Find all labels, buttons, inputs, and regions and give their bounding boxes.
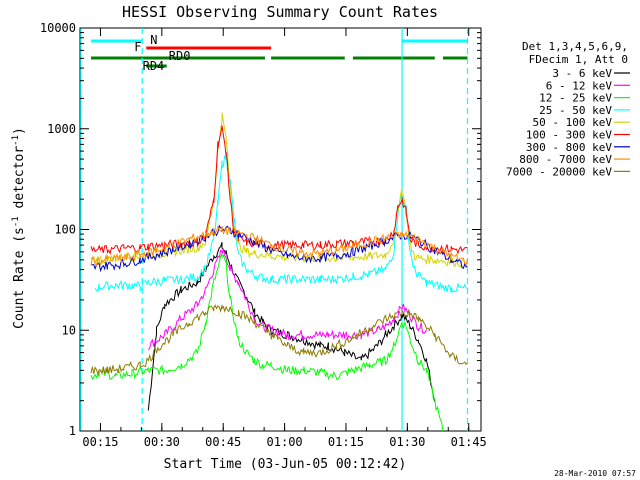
series-line [147,248,428,351]
x-tick-label: 01:15 [328,435,364,449]
legend-entry-label: 25 - 50 keV [539,104,612,117]
y-tick-label: 10000 [40,21,76,35]
legend-entry-label: 6 - 12 keV [546,79,613,92]
legend-header-line-2: FDecim 1, Att 0 [529,53,628,66]
x-axis-label: Start Time (03-Jun-05 00:12:42) [164,457,407,472]
y-tick-label: 1 [69,424,76,438]
x-axis: 00:15 00:30 00:45 01:00 01:15 01:30 01:45 [82,28,487,449]
y-axis-label: Count Rate (s-1 detector-1) [11,127,27,329]
x-tick-label: 00:30 [144,435,180,449]
state-bar-label: F [134,40,141,54]
y-tick-label: 100 [54,223,76,237]
legend-entry-label: 12 - 25 keV [539,92,612,105]
series-lines [90,112,468,432]
series-line [147,242,436,411]
series-line [91,224,468,273]
legend-entry-label: 3 - 6 keV [552,67,612,80]
y-tick-label: 1000 [47,122,76,136]
x-tick-label: 00:45 [205,435,241,449]
x-tick-label: 01:45 [451,435,487,449]
legend-entry-label: 100 - 300 keV [526,129,612,142]
x-tick-label: 00:15 [82,435,118,449]
state-bar-label: N [150,33,157,47]
footer-date: 28-Mar-2010 07:57 [554,469,636,478]
x-tick-label: 01:30 [389,435,425,449]
legend: Det 1,3,4,5,6,9, FDecim 1, Att 0 3 - 6 k… [506,40,630,178]
series-line [90,304,468,376]
chart-title: HESSI Observing Summary Count Rates [122,3,438,21]
y-axis: 1 10 100 1000 10000 [40,21,481,438]
legend-header-line-1: Det 1,3,4,5,6,9, [522,40,628,53]
series-line [90,253,444,432]
legend-entry-label: 800 - 7000 keV [519,153,612,166]
x-tick-label: 01:00 [267,435,303,449]
series-line [90,125,468,255]
state-bar-label: RD4 [143,59,165,73]
state-bar-label: RD0 [169,49,191,63]
series-line [90,225,468,267]
state-bars: NF RD0 RD4 [91,33,468,73]
plot-frame [79,27,482,432]
legend-entry-label: 50 - 100 keV [533,116,613,129]
series-line [94,155,468,293]
legend-entry-label: 300 - 800 keV [526,141,612,154]
legend-entry-label: 7000 - 20000 keV [506,165,612,178]
y-tick-label: 10 [62,323,76,337]
